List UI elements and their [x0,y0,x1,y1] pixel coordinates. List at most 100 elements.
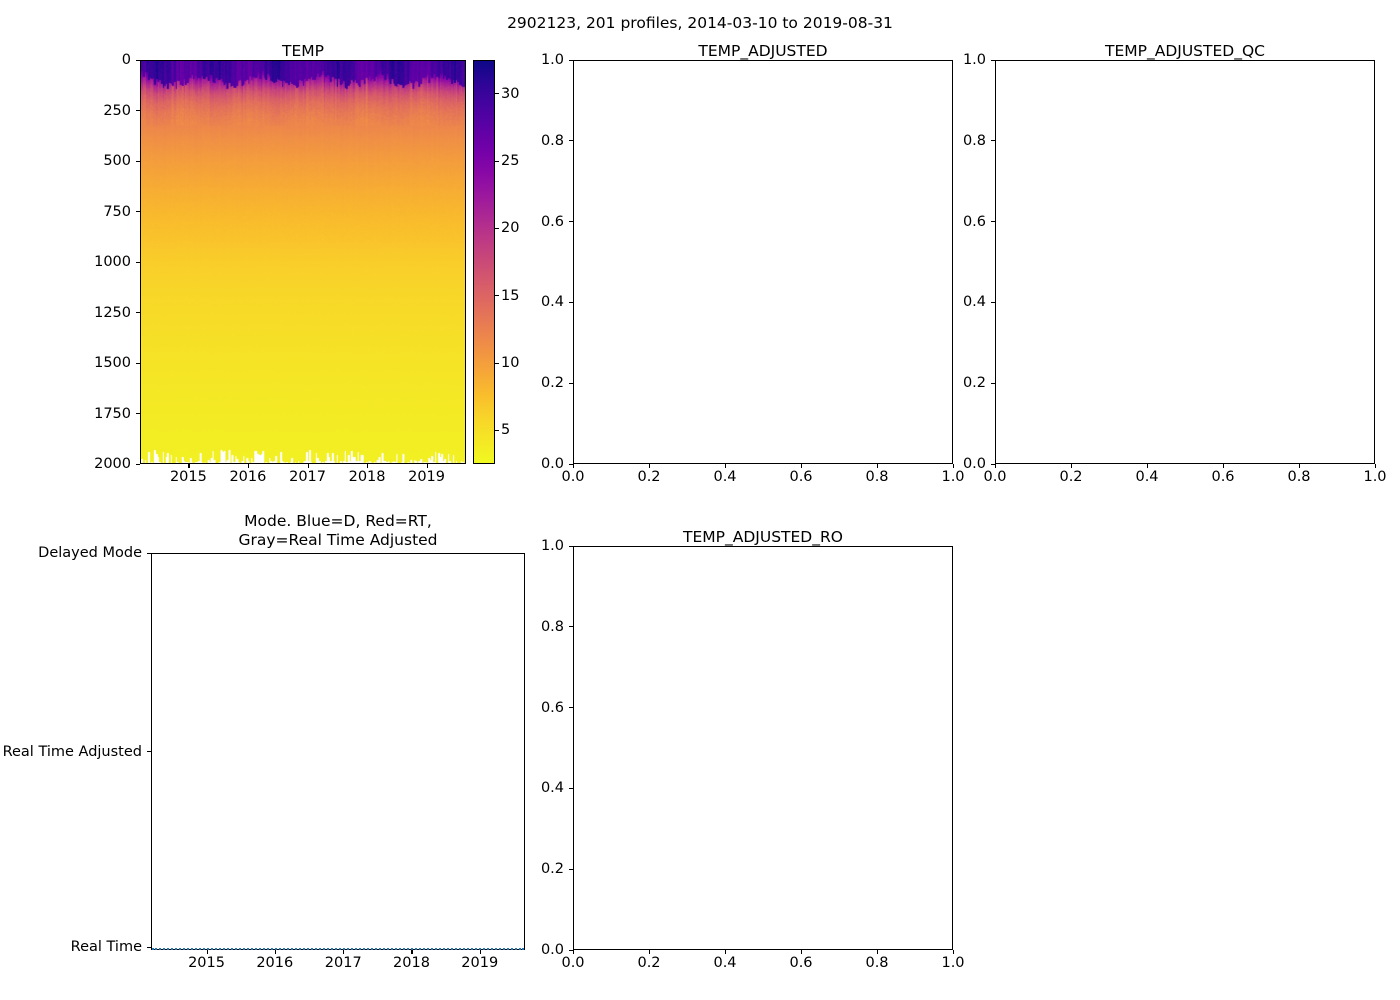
x-tick-mark [274,950,276,954]
panel-title-temp: TEMP [282,42,324,60]
x-tick-mark [188,464,190,468]
x-tick-label: 0.4 [713,955,737,971]
y-tick-label: 0 [121,52,131,68]
y-tick-mark [569,140,573,142]
x-tick-label: 2019 [408,469,445,485]
temp-adjusted-ro-axes[interactable] [573,546,953,950]
mode-title-line2: Gray=Real Time Adjusted [238,530,438,549]
temp-adjusted-axes[interactable] [573,60,953,464]
y-tick-label: Real Time Adjusted [2,743,142,760]
mode-axes[interactable] [151,553,525,950]
x-tick-label: 2015 [188,955,225,971]
x-tick-label: 2019 [461,955,499,971]
x-tick-label: 0.0 [983,469,1007,485]
x-tick-label: 1.0 [1363,469,1387,485]
x-tick-mark [953,464,955,468]
x-tick-mark [649,464,651,468]
y-tick-label: 1.0 [962,52,986,68]
y-tick-mark [136,160,140,162]
y-tick-mark [569,301,573,303]
x-tick-label: 0.2 [1059,469,1083,485]
x-tick-mark [1375,464,1377,468]
x-tick-mark [877,950,879,954]
y-tick-mark [991,382,995,384]
y-tick-mark [136,413,140,415]
temp-heatmap-image [141,61,465,463]
colorbar-tick-mark [495,227,499,229]
x-tick-mark [367,464,369,468]
x-tick-label: 0.4 [713,469,737,485]
colorbar-gradient [474,61,494,463]
temp-heatmap-axes[interactable] [140,60,466,464]
temp-adjusted-qc-axes[interactable] [995,60,1375,464]
y-tick-label: 1750 [94,405,131,422]
colorbar-tick-mark [495,429,499,431]
y-tick-label: 500 [103,153,131,169]
y-tick-mark [136,362,140,364]
figure-suptitle: 2902123, 201 profiles, 2014-03-10 to 201… [507,14,893,32]
x-tick-mark [649,950,651,954]
y-tick-label: 0.8 [540,618,564,635]
x-tick-label: 0.0 [561,469,585,485]
y-tick-mark [136,211,140,213]
x-tick-label: 1.0 [941,955,965,971]
x-tick-mark [426,464,428,468]
y-tick-label: 0.8 [540,132,564,149]
y-tick-label: 2000 [94,456,131,472]
x-tick-mark [247,464,249,468]
y-tick-mark [569,382,573,384]
panel-title-temp-adjusted-qc: TEMP_ADJUSTED_QC [1105,42,1265,60]
x-tick-label: 0.8 [865,955,889,971]
x-tick-mark [1223,464,1225,468]
colorbar-tick-mark [495,295,499,297]
y-tick-mark [569,626,573,628]
y-tick-label: 1250 [94,304,131,321]
x-tick-mark [1299,464,1301,468]
x-tick-mark [1147,464,1149,468]
x-tick-label: 0.6 [789,955,813,971]
y-tick-label: 0.6 [962,213,986,230]
y-tick-mark [136,312,140,314]
y-tick-label: 0.2 [962,375,986,392]
x-tick-mark [479,950,481,954]
y-tick-label: 1500 [94,355,131,371]
colorbar-tick-label: 10 [501,355,520,371]
colorbar-tick-label: 20 [501,220,520,237]
y-tick-mark [991,221,995,223]
x-tick-mark [1071,464,1073,468]
x-tick-mark [801,464,803,468]
x-tick-label: 0.8 [1287,469,1311,485]
y-tick-mark [991,463,995,465]
y-tick-mark [569,59,573,61]
y-tick-label: 1000 [94,254,131,270]
panel-title-temp-adjusted: TEMP_ADJUSTED [698,42,828,60]
y-tick-label: 0.4 [962,294,986,311]
x-tick-mark [573,950,575,954]
y-tick-mark [991,140,995,142]
y-tick-label: 1.0 [540,52,564,68]
colorbar-tick-mark [495,93,499,95]
y-tick-label: 0.6 [540,213,564,230]
y-tick-mark [569,868,573,870]
x-tick-label: 2016 [256,955,294,971]
x-tick-label: 0.8 [865,469,889,485]
y-tick-label: 0.6 [540,699,564,716]
x-tick-label: 0.6 [789,469,813,485]
y-tick-label: 0.0 [962,456,986,472]
x-tick-mark [725,464,727,468]
y-tick-mark [991,301,995,303]
y-tick-mark [136,261,140,263]
x-tick-mark [206,950,208,954]
x-tick-label: 0.6 [1211,469,1235,485]
y-tick-mark [569,787,573,789]
y-tick-mark [147,751,151,753]
x-tick-mark [573,464,575,468]
x-tick-mark [953,950,955,954]
y-tick-mark [991,59,995,61]
panel-title-temp-adjusted-ro: TEMP_ADJUSTED_RO [683,528,843,546]
y-tick-mark [569,463,573,465]
y-tick-mark [147,946,151,948]
temp-colorbar[interactable] [473,60,495,464]
x-tick-mark [725,950,727,954]
x-tick-label: 2015 [169,469,207,485]
